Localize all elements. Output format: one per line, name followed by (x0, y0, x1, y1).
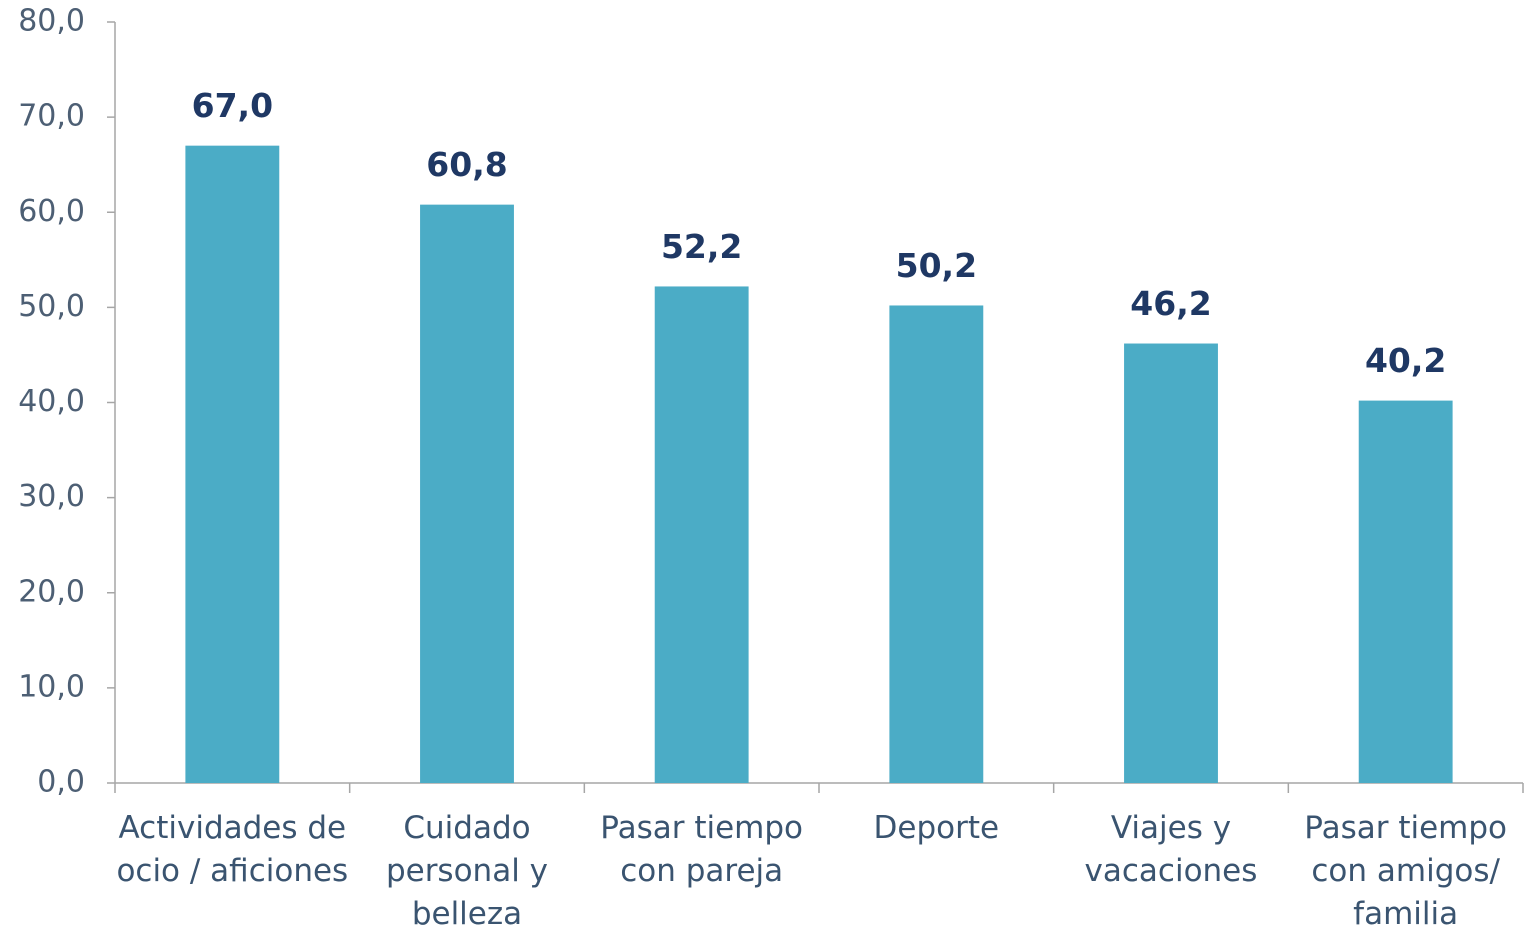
y-tick-label: 80,0 (18, 4, 85, 39)
bar (889, 305, 984, 783)
y-tick-label: 70,0 (18, 99, 85, 134)
y-tick-label: 20,0 (18, 574, 85, 609)
x-tick-label: Cuidado personal y belleza (385, 810, 549, 932)
x-tick-label: Actividades de ocio / aficiones (116, 810, 349, 889)
bar (1124, 343, 1218, 783)
y-tick-label: 0,0 (37, 765, 85, 800)
y-tick-label: 50,0 (18, 289, 85, 324)
data-label: 52,2 (661, 227, 742, 266)
data-label: 46,2 (1130, 284, 1211, 323)
x-tick-label: Pasar tiempo con pareja (600, 810, 804, 889)
x-tick-label: Pasar tiempo con amigos/ familia (1304, 810, 1508, 932)
data-label: 40,2 (1365, 341, 1446, 380)
data-label: 60,8 (426, 145, 507, 184)
y-tick-label: 10,0 (18, 669, 85, 704)
x-tick-label: Viajes y vacaciones (1084, 810, 1258, 889)
y-tick-label: 40,0 (18, 384, 85, 419)
data-label: 67,0 (192, 86, 273, 125)
y-tick-label: 60,0 (18, 194, 85, 229)
bar (185, 145, 280, 784)
data-label: 50,2 (896, 246, 977, 285)
bar (654, 286, 749, 783)
bar (1358, 400, 1453, 783)
bar (420, 204, 514, 783)
x-tick-label: Deporte (873, 810, 1000, 846)
y-tick-label: 30,0 (18, 479, 85, 514)
